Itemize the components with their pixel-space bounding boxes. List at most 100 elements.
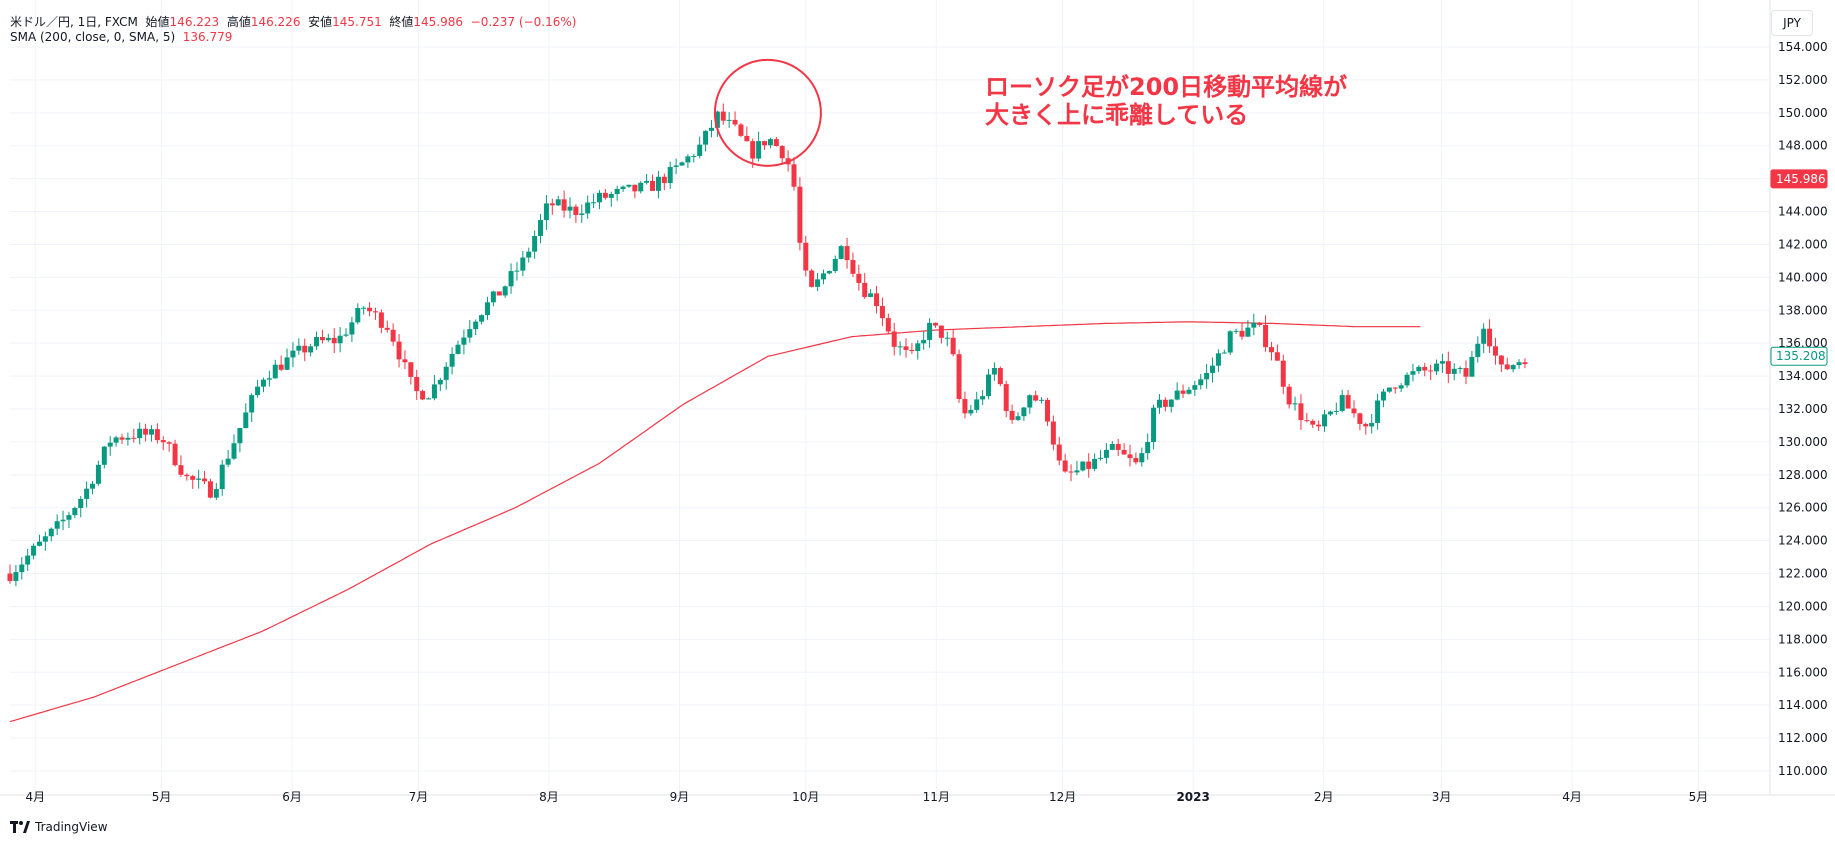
candle-body [874,293,880,307]
candle-body [1522,362,1528,365]
candle-body [249,395,255,413]
candle-body [255,386,261,396]
candle-body [1445,361,1451,374]
y-tick-label: 154.000 [1778,40,1828,54]
candle-body [673,165,679,167]
currency-button[interactable]: JPY [1771,10,1813,36]
candle-body [60,519,66,522]
ohlc-legend: 米ドル／円, 1日, FXCM 始値146.223 高値146.226 安値14… [10,13,576,30]
candle-body [1221,352,1227,354]
candle-body [1044,399,1050,422]
candle-body [355,308,361,323]
y-tick-label: 116.000 [1778,665,1828,679]
candle-body [284,357,290,370]
candle-body [532,236,538,252]
candle-body [1469,356,1475,377]
candle-body [1386,387,1392,392]
candle-body [526,251,532,258]
candle-body [508,271,514,287]
symbol-label[interactable]: 米ドル／円, 1日, FXCM [10,15,138,29]
candle-body [225,458,231,465]
candle-body [1280,360,1286,387]
x-tick-label: 2023 [1176,790,1209,804]
y-tick-label: 118.000 [1778,632,1828,646]
candle-body [573,206,579,216]
candle-body [1404,374,1410,386]
candle-body [443,366,449,380]
candle-body [449,353,455,367]
candle-body [1487,328,1493,347]
candle-body [856,273,862,283]
candle-body [7,573,13,581]
candle-body [390,329,396,342]
candle-body [1062,460,1068,472]
y-tick-label: 152.000 [1778,73,1828,87]
candle-body [579,213,585,216]
sma-price-label-bg [1770,346,1828,366]
y-tick-label: 120.000 [1778,599,1828,613]
candle-body [791,164,797,187]
candle-body [909,349,915,352]
y-tick-label: 132.000 [1778,402,1828,416]
x-tick-label: 7月 [409,790,429,804]
y-tick-label: 142.000 [1778,237,1828,251]
annotation-text: ローソク足が200日移動平均線が 大きく上に乖離している [985,73,1347,129]
candle-body [414,376,420,392]
candle-body [838,246,844,259]
candle-body [266,378,272,380]
candle-body [561,199,567,211]
candle-body [879,306,885,319]
x-tick-label: 3月 [1432,790,1452,804]
candle-body [337,335,343,344]
candle-body [897,346,903,348]
candle-body [1050,421,1056,445]
x-tick-label: 2月 [1314,790,1334,804]
x-tick-label: 4月 [1562,790,1582,804]
candle-body [1274,352,1280,361]
candle-body [779,146,785,159]
candle-body [1251,322,1257,328]
candle-body [290,350,296,358]
candle-body [820,273,826,280]
x-tick-label: 4月 [25,790,45,804]
candle-body [1039,399,1045,401]
candle-body [750,141,756,159]
y-tick-label: 150.000 [1778,106,1828,120]
time-axis[interactable]: 4月 5月 6月 7月 8月 9月 10月 11月 12月 2023 2月 3月 4月 5月 [0,790,1835,804]
candle-body [1292,403,1298,405]
candle-body [927,322,933,340]
candle-body [1056,444,1062,461]
candle-body [1192,385,1198,390]
candle-body [1428,370,1434,372]
open-value: 146.223 [169,15,220,29]
candle-body [1215,353,1221,366]
candle-body [1439,361,1445,364]
candle-body [1345,395,1351,409]
candle-body [1162,399,1168,407]
sma-legend[interactable]: SMA (200, close, 0, SMA, 5) 136.779 [10,30,232,44]
candle-body [243,412,249,429]
candle-body [1410,371,1416,375]
candle-body [1210,365,1216,373]
price-axis[interactable]: 154.000152.000150.000148.000146.000144.0… [1769,0,1828,795]
y-tick-label: 130.000 [1778,435,1828,449]
candle-body [767,139,773,146]
candle-body [596,192,602,203]
tradingview-brand[interactable]: TradingView [10,820,108,834]
candle-body [632,184,638,192]
candle-body [1098,457,1104,459]
candle-body [1416,366,1422,372]
candle-body [744,135,750,142]
brand-name: TradingView [35,820,108,834]
candle-body [1510,365,1516,370]
candle-body [160,440,166,443]
y-tick-label: 134.000 [1778,369,1828,383]
candle-body [1027,395,1033,408]
y-tick-label: 114.000 [1778,698,1828,712]
candle-body [1151,407,1157,442]
candle-body [502,286,508,296]
candle-body [944,337,950,339]
candle-body [697,144,703,156]
candle-body [803,242,809,271]
